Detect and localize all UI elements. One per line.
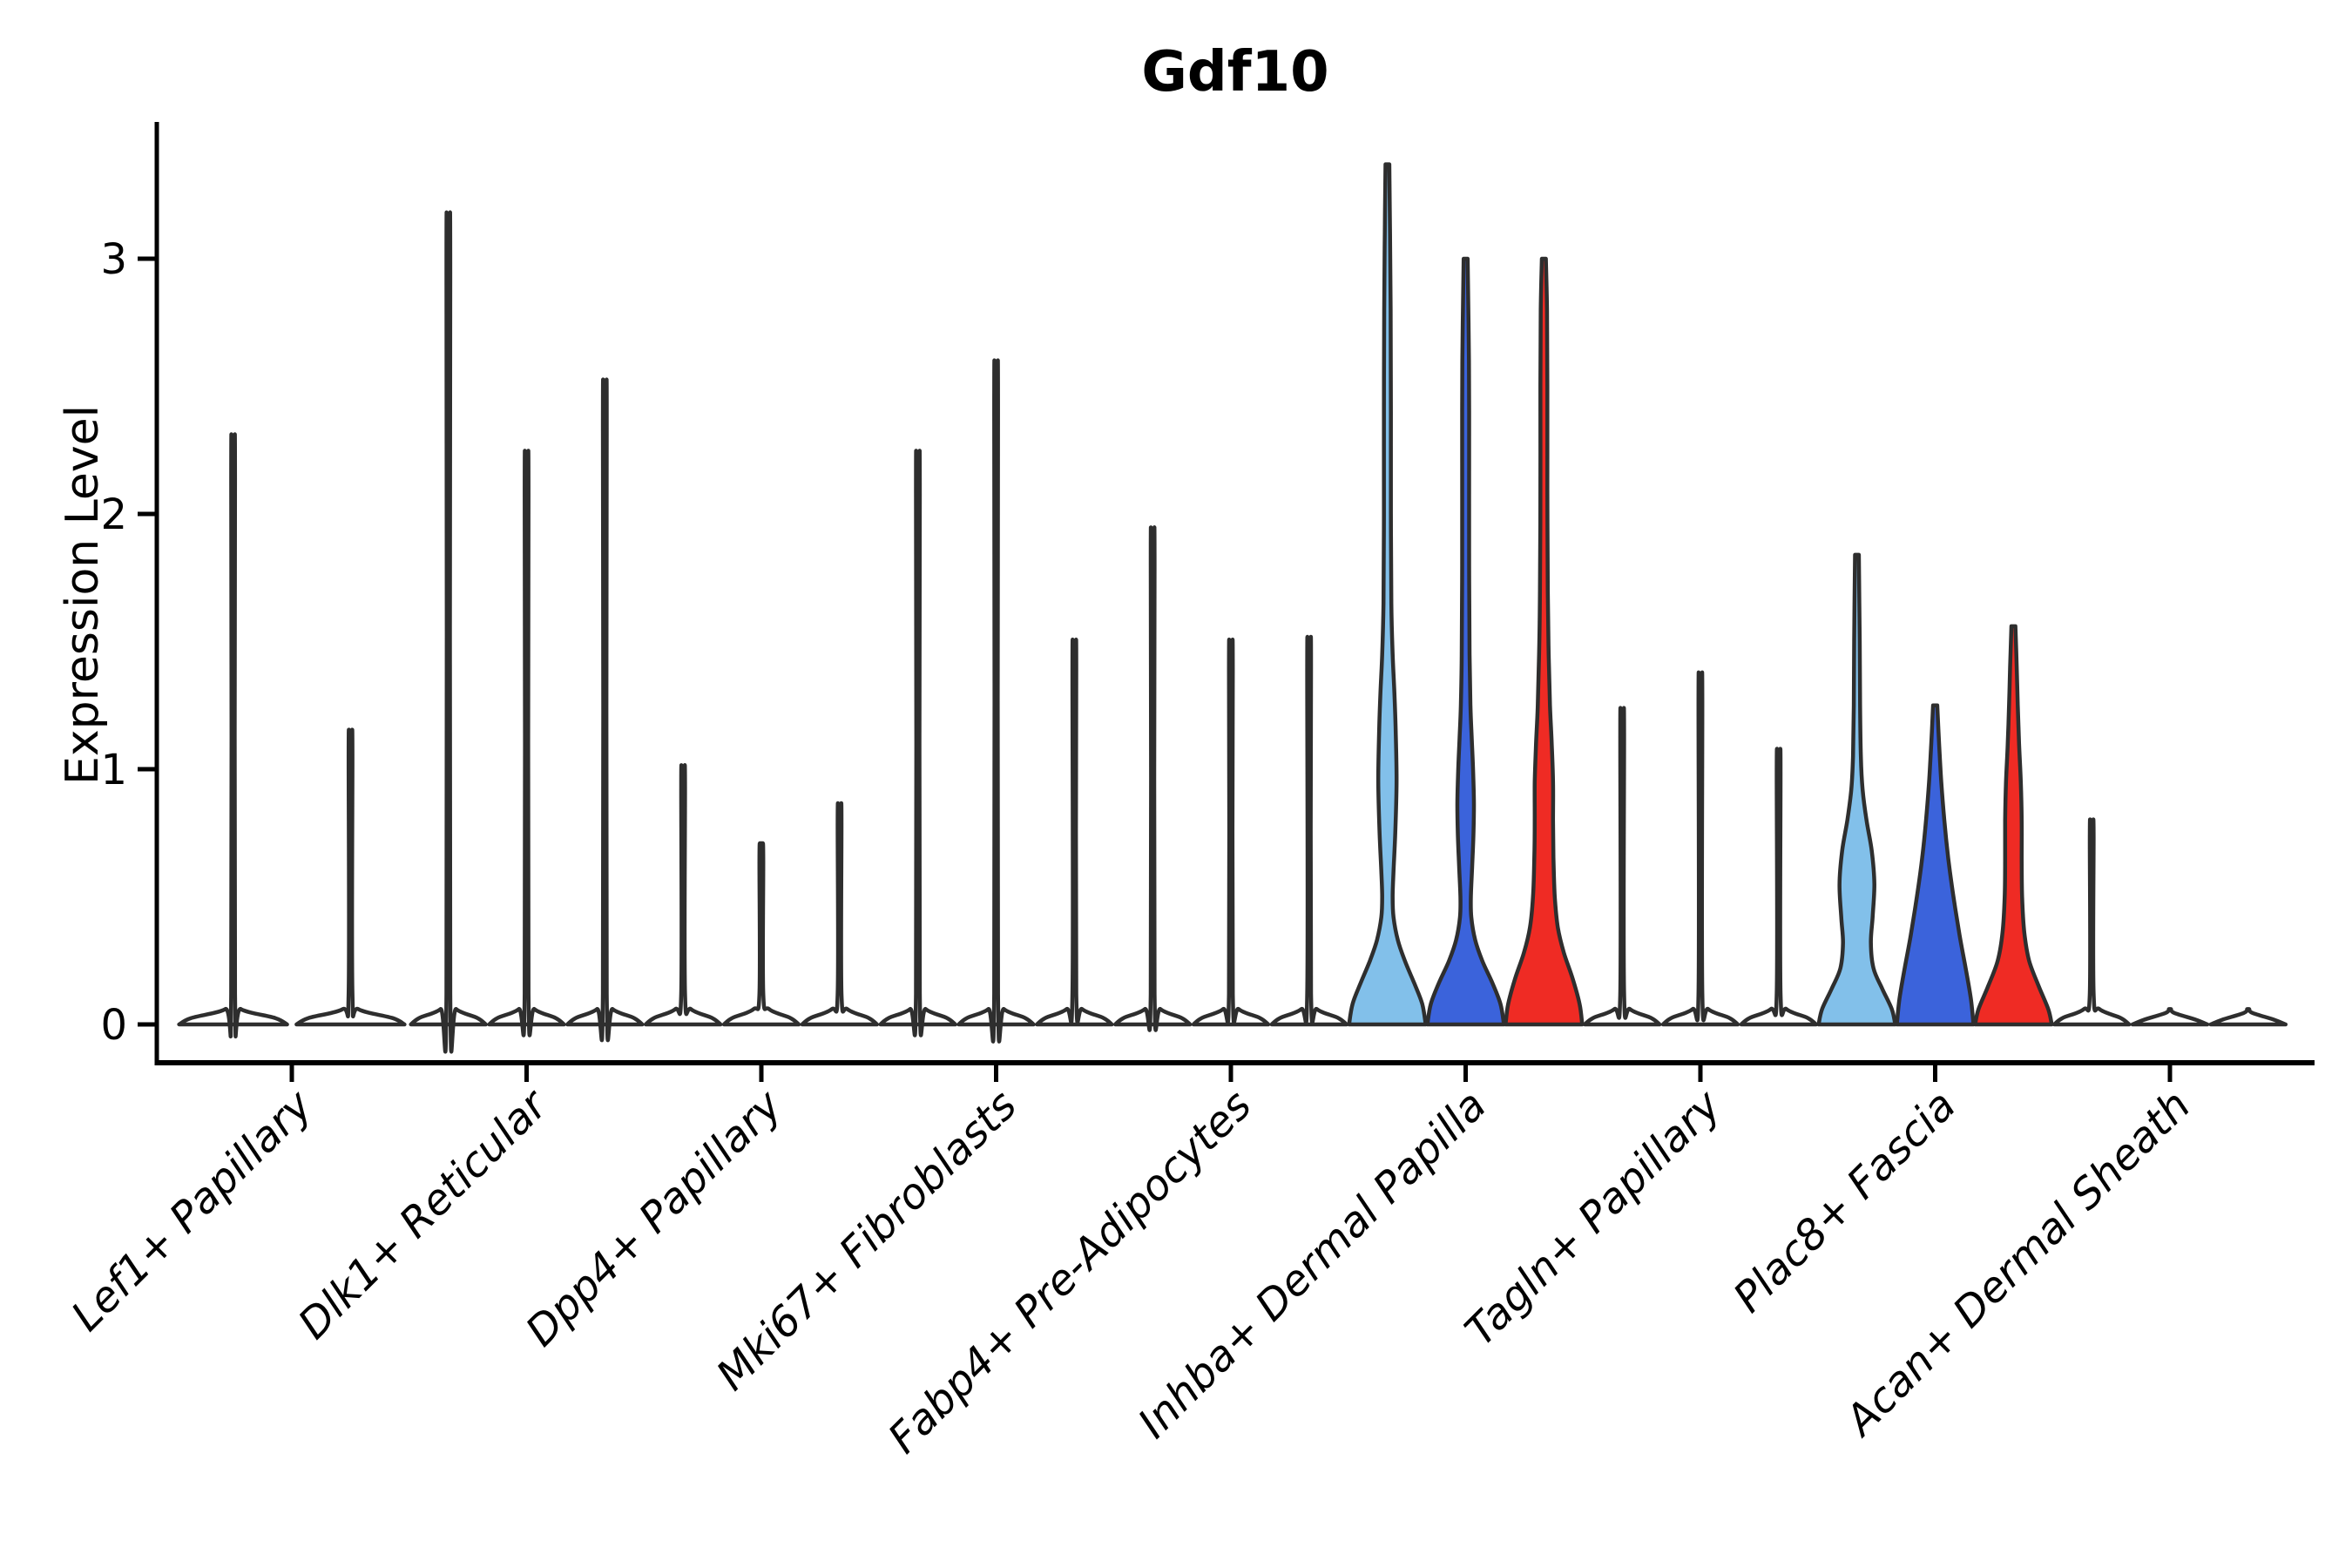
- violin-shape: [1191, 638, 1271, 1027]
- violin-shape: [1425, 256, 1506, 1027]
- y-tick-label: 2: [100, 490, 127, 539]
- violin-shape: [878, 449, 957, 1037]
- violin-shape: [177, 432, 289, 1038]
- violin-shape: [565, 377, 645, 1043]
- violin-shape: [1504, 256, 1585, 1027]
- violin-shape: [487, 449, 566, 1037]
- x-axis-label: Dpp4+ Papillary: [517, 1080, 792, 1355]
- x-axis-label: Tagln+ Papillary: [1456, 1080, 1731, 1355]
- y-tick-label: 0: [100, 1001, 127, 1050]
- violin-shape: [1660, 670, 1740, 1027]
- violin-shape: [1895, 703, 1976, 1027]
- violin-group-tagln-papillary: [1582, 670, 1819, 1027]
- violin-shape: [1269, 635, 1349, 1027]
- violin-group-plac8-fascia: [1816, 552, 2054, 1027]
- violin-shape: [1347, 162, 1428, 1027]
- axes-layer: 0 1 2 3: [100, 122, 2315, 1082]
- violin-shape: [1739, 747, 1819, 1027]
- violin-group-dpp4-papillary: [643, 763, 880, 1027]
- violin-shape: [2208, 1007, 2288, 1027]
- chart-title: Gdf10: [1141, 40, 1328, 105]
- y-tick-label: 1: [100, 746, 127, 794]
- violin-shape: [2051, 817, 2132, 1027]
- x-axis-label: Lef1+ Papillary: [62, 1080, 322, 1341]
- violin-shape: [721, 841, 801, 1027]
- violin-shape: [1582, 706, 1662, 1027]
- violin-shape: [409, 210, 488, 1054]
- y-tick-label: 3: [100, 235, 127, 284]
- violin-group-acan-dermal-sheath: [2051, 817, 2288, 1027]
- violin-group-mki67-fibroblasts: [878, 358, 1114, 1044]
- violin-shape: [1035, 638, 1114, 1027]
- x-axis-label: Plac8+ Fascia: [1724, 1081, 1965, 1322]
- violin-shape: [1112, 525, 1193, 1032]
- violin-shape: [294, 727, 407, 1027]
- violin-shape: [1973, 624, 2054, 1027]
- violin-shape: [956, 358, 1036, 1044]
- violin-group-dlk1-reticular: [409, 210, 645, 1054]
- violin-shape: [800, 801, 880, 1027]
- y-axis-title: Expression Level: [57, 405, 109, 785]
- violin-group-lef1-papillary: [177, 432, 407, 1038]
- x-axis-label: Dlk1+ Reticular: [289, 1079, 559, 1349]
- violin-shape: [2130, 1007, 2210, 1027]
- violin-shape: [643, 763, 723, 1027]
- violin-group-fabp4-pre-adipocytes: [1112, 525, 1349, 1032]
- violins-layer: [177, 162, 2288, 1054]
- violin-group-inhba-dermal-papilla: [1347, 162, 1585, 1027]
- violin-shape: [1816, 552, 1897, 1027]
